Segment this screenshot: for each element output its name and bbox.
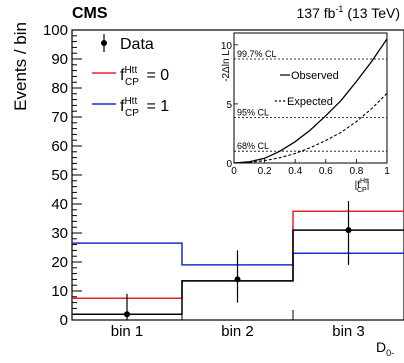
lumi-sup: -1	[335, 4, 343, 14]
legend-fcp0-value: = 0	[142, 67, 169, 84]
x-category-label: bin 2	[221, 323, 254, 340]
data-point	[124, 311, 130, 318]
legend-fcp0: fHtt CP = 0	[92, 65, 169, 88]
y-tick-label: 30	[51, 225, 68, 242]
y-tick-label: 90	[51, 51, 68, 68]
inset-legend: Observed Expected	[275, 70, 339, 108]
inset-x-tick-label: 1	[384, 166, 390, 177]
cms-label: CMS	[72, 5, 108, 22]
lumi-tail: (13 TeV)	[343, 5, 400, 21]
legend-fcp0-sub: CP	[125, 77, 139, 88]
y-tick-label: 70	[51, 109, 68, 126]
legend-fcp0-base: f	[120, 67, 125, 84]
y-tick-label: 10	[51, 283, 68, 300]
y-tick-label: 50	[51, 167, 68, 184]
y-tick-label: 100	[43, 22, 68, 39]
y-tick-label: 60	[51, 138, 68, 155]
legend-fcp0-label: fHtt CP = 0	[120, 65, 169, 88]
lumi-label: 137 fb-1 (13 TeV)	[297, 4, 401, 21]
expected-curve	[233, 92, 388, 164]
legend-fcp1-sup: Htt	[124, 96, 137, 107]
inset-y-tick-label: 5	[226, 100, 232, 111]
legend-fcp1-value: = 1	[142, 98, 169, 115]
legend-fcp1-sub: CP	[125, 108, 139, 119]
inset-x-tick-label: 0	[231, 166, 237, 177]
legend-fcp0-sup: Htt	[124, 65, 137, 76]
x-axis-label: D0-	[376, 339, 394, 358]
x-axis-label-sub: 0-	[386, 348, 394, 358]
legend-data-marker	[101, 40, 107, 46]
legend-fcp1-label: fHtt CP = 1	[120, 96, 169, 119]
inset-legend-expected-label: Expected	[287, 96, 333, 108]
inset-legend-observed-label: Observed	[291, 70, 339, 82]
legend-data-label: Data	[120, 36, 154, 53]
cl-label: 95% CL	[237, 108, 269, 118]
inset-x-tick-label: 0.4	[288, 166, 302, 177]
inset-x-label-sup: Htt	[360, 178, 369, 185]
x-axis-label-main: D	[376, 339, 386, 355]
inset-x-label: |fHtt CP|	[355, 178, 370, 194]
inset-x-tick-label: 0.6	[319, 166, 333, 177]
legend-fcp1-base: f	[120, 98, 125, 115]
cl-label: 68% CL	[237, 141, 269, 151]
observed-curve	[233, 38, 388, 164]
inset-frame-rect	[233, 32, 388, 164]
inset-curves	[233, 38, 388, 164]
inset-x-label-sub: CP	[357, 187, 367, 194]
legend-data: Data	[101, 34, 154, 53]
y-tick-label: 40	[51, 196, 68, 213]
inset-cl-lines: 99.7% CL 95% CL 68% CL	[234, 49, 387, 152]
inset-y-tick-label: 0	[226, 159, 232, 170]
x-category-label: bin 1	[111, 323, 144, 340]
y-tick-label: 20	[51, 254, 68, 271]
cl-label: 99.7% CL	[237, 49, 277, 59]
inset-x-label-base: |f	[355, 180, 361, 191]
x-category-label: bin 3	[332, 323, 365, 340]
lumi-main: 137 fb	[297, 5, 336, 21]
inset-x-tick-label: 0.2	[258, 166, 272, 177]
inset-frame	[233, 32, 388, 164]
inset-x-label-tail: |	[367, 180, 370, 191]
data-points	[124, 201, 352, 320]
y-tick-label: 80	[51, 80, 68, 97]
inset-y-label: -2Δln L	[221, 50, 232, 82]
y-tick-label: 0	[60, 312, 68, 329]
legend-fcp1: fHtt CP = 1	[92, 96, 169, 119]
inset-y-tick-label: 10	[221, 41, 233, 52]
data-point	[345, 227, 352, 234]
y-axis-label: Events / bin	[11, 22, 30, 111]
inset-x-tick-label: 0.8	[349, 166, 363, 177]
legend: Data fHtt CP = 0 fHtt CP = 1	[92, 34, 169, 119]
data-point	[234, 276, 241, 283]
